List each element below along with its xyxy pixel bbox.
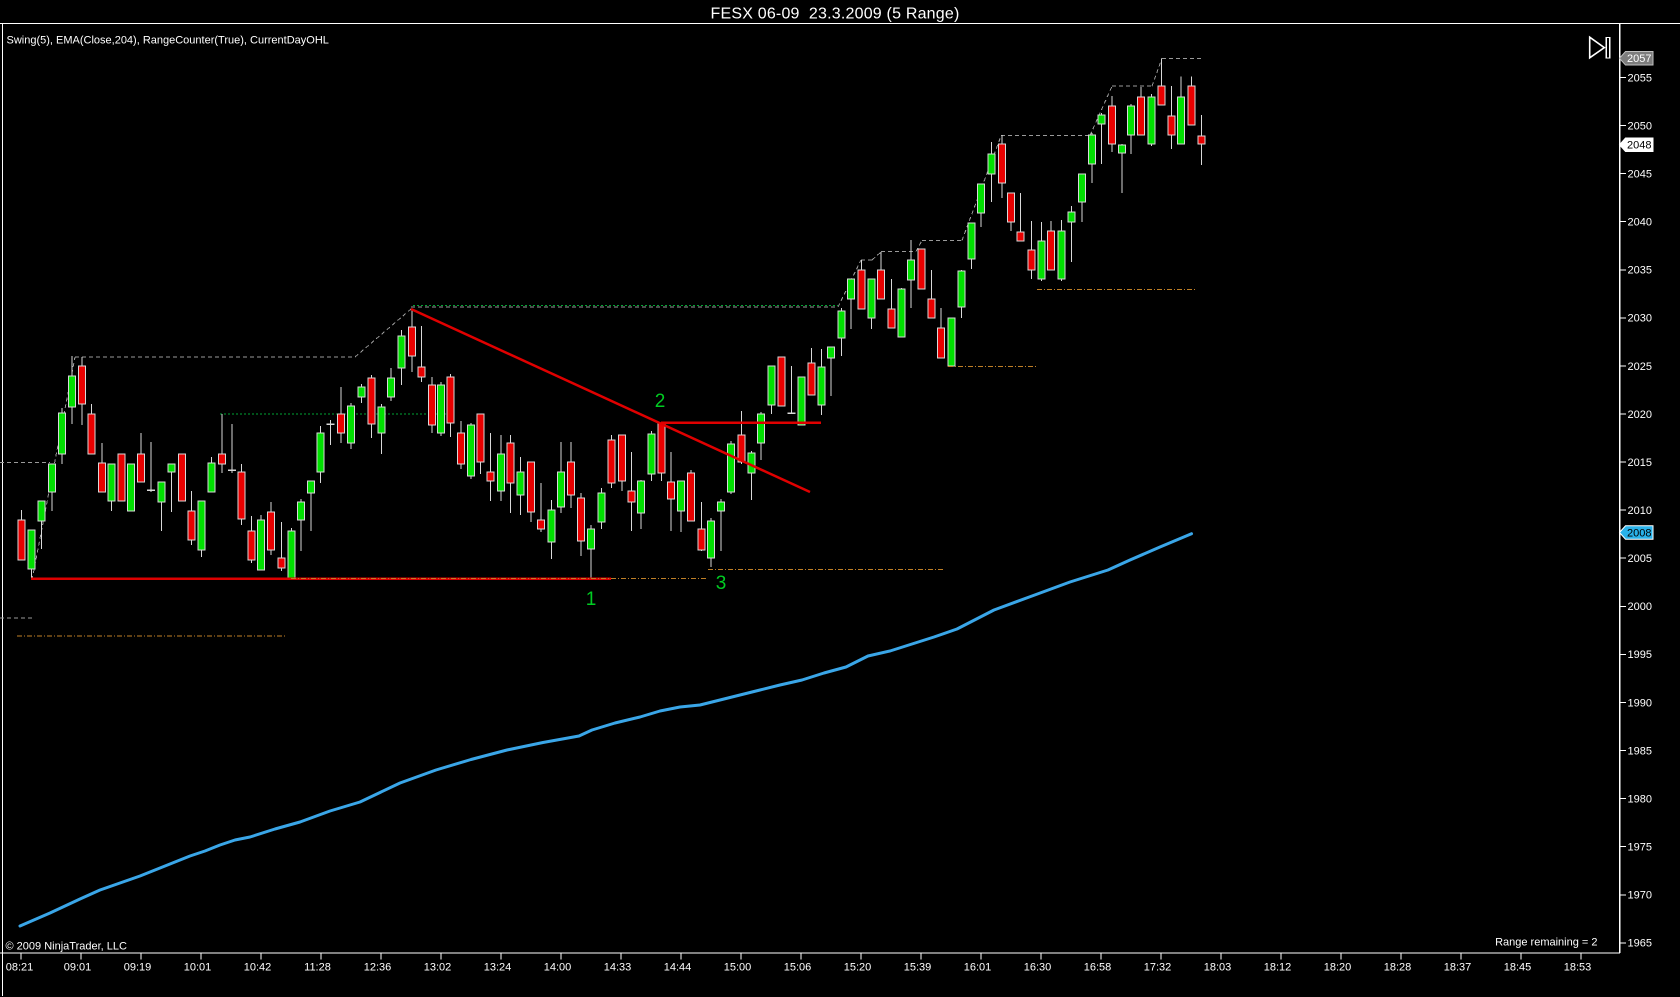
svg-text:2030: 2030 <box>1628 313 1652 325</box>
svg-text:2057: 2057 <box>1627 53 1651 65</box>
svg-text:15:00: 15:00 <box>724 962 752 974</box>
svg-text:18:20: 18:20 <box>1324 962 1352 974</box>
svg-text:16:30: 16:30 <box>1024 962 1052 974</box>
svg-text:2025: 2025 <box>1628 361 1652 373</box>
svg-text:2020: 2020 <box>1628 409 1652 421</box>
svg-text:1970: 1970 <box>1628 890 1652 902</box>
svg-text:15:20: 15:20 <box>844 962 872 974</box>
svg-text:1985: 1985 <box>1628 745 1652 757</box>
svg-text:1: 1 <box>586 589 597 610</box>
svg-text:10:42: 10:42 <box>244 962 272 974</box>
svg-text:10:01: 10:01 <box>184 962 212 974</box>
svg-text:15:39: 15:39 <box>904 962 932 974</box>
svg-text:11:28: 11:28 <box>304 962 331 974</box>
svg-text:08:21: 08:21 <box>6 962 34 974</box>
svg-text:15:06: 15:06 <box>784 962 812 974</box>
svg-text:18:03: 18:03 <box>1204 962 1232 974</box>
svg-text:18:37: 18:37 <box>1444 962 1472 974</box>
svg-text:1990: 1990 <box>1628 697 1652 709</box>
svg-text:13:24: 13:24 <box>484 962 512 974</box>
svg-text:09:01: 09:01 <box>64 962 92 974</box>
svg-text:14:00: 14:00 <box>544 962 572 974</box>
svg-text:13:02: 13:02 <box>424 962 452 974</box>
svg-text:1975: 1975 <box>1628 842 1652 854</box>
svg-text:18:28: 18:28 <box>1384 962 1412 974</box>
svg-text:12:36: 12:36 <box>364 962 392 974</box>
svg-text:2048: 2048 <box>1627 140 1651 152</box>
svg-text:17:32: 17:32 <box>1144 962 1172 974</box>
svg-text:16:01: 16:01 <box>964 962 992 974</box>
svg-text:1965: 1965 <box>1628 938 1652 950</box>
svg-text:3: 3 <box>716 573 727 594</box>
svg-text:16:58: 16:58 <box>1084 962 1112 974</box>
svg-text:18:12: 18:12 <box>1264 962 1292 974</box>
svg-text:2008: 2008 <box>1627 527 1651 539</box>
svg-text:2045: 2045 <box>1628 169 1652 181</box>
svg-text:2000: 2000 <box>1628 601 1652 613</box>
svg-text:2005: 2005 <box>1628 553 1652 565</box>
svg-text:18:53: 18:53 <box>1564 962 1592 974</box>
svg-text:© 2009 NinjaTrader, LLC: © 2009 NinjaTrader, LLC <box>6 941 127 953</box>
svg-text:18:45: 18:45 <box>1504 962 1532 974</box>
svg-text:Swing(5), EMA(Close,204), Rang: Swing(5), EMA(Close,204), RangeCounter(T… <box>7 35 329 47</box>
svg-text:Range remaining = 2: Range remaining = 2 <box>1495 937 1597 949</box>
svg-text:FESX 06-09 23.3.2009 (5 Range: FESX 06-09 23.3.2009 (5 Range) <box>710 6 959 23</box>
svg-text:2010: 2010 <box>1628 505 1652 517</box>
svg-text:2055: 2055 <box>1628 72 1652 84</box>
svg-text:09:19: 09:19 <box>124 962 152 974</box>
svg-text:2015: 2015 <box>1628 457 1652 469</box>
svg-text:14:44: 14:44 <box>664 962 692 974</box>
svg-text:1980: 1980 <box>1628 793 1652 805</box>
svg-text:1995: 1995 <box>1628 649 1652 661</box>
svg-text:2035: 2035 <box>1628 265 1652 277</box>
svg-text:14:33: 14:33 <box>604 962 632 974</box>
svg-text:2040: 2040 <box>1628 217 1652 229</box>
svg-text:2: 2 <box>655 391 666 412</box>
svg-text:2050: 2050 <box>1628 120 1652 132</box>
